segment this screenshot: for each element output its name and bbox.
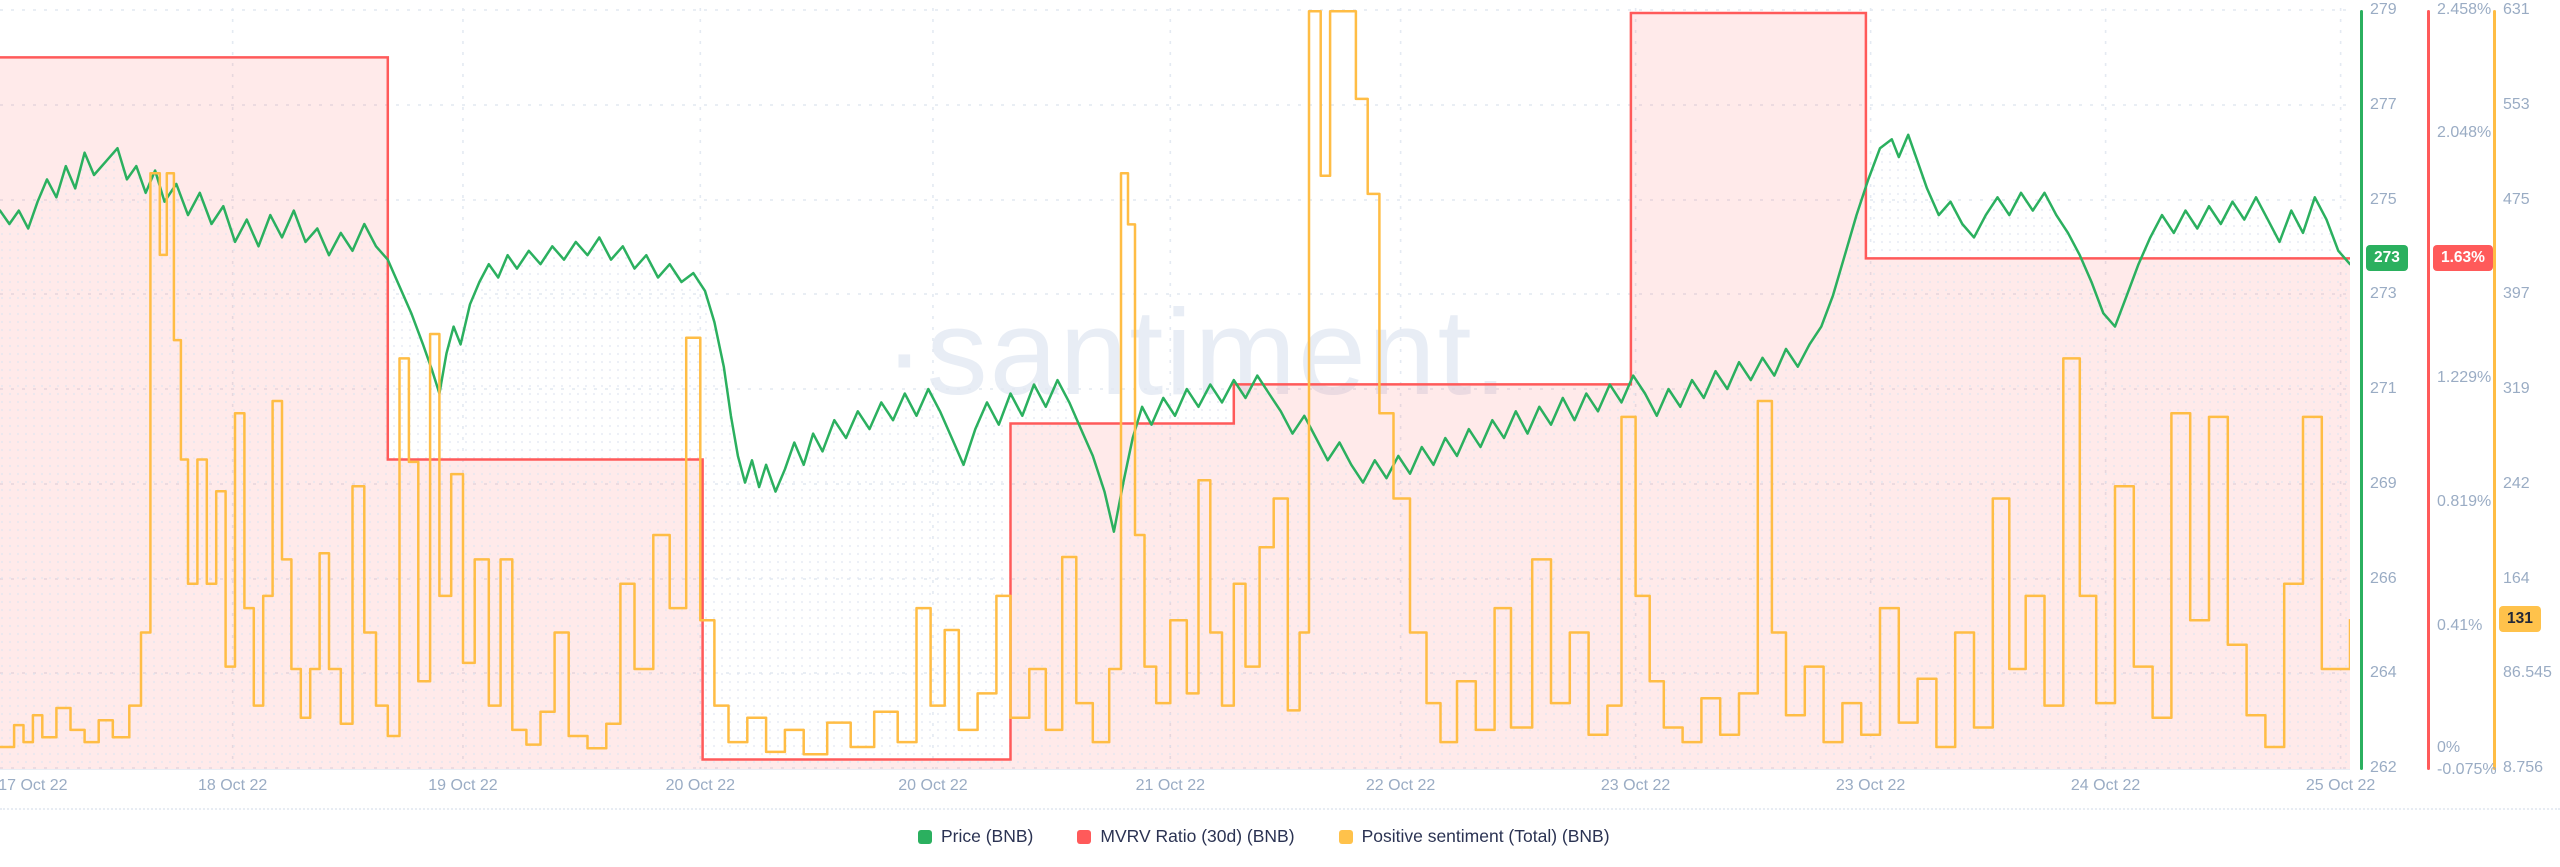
x-axis-date-label: 22 Oct 22 xyxy=(1365,777,1436,794)
sentiment-axis-tick: 242 xyxy=(2503,475,2530,492)
mvrv-axis-tick: 0% xyxy=(2437,739,2461,756)
sentiment-axis-tick: 553 xyxy=(2503,96,2530,113)
x-axis-date-label: 23 Oct 22 xyxy=(1600,777,1671,794)
legend-item-mvrv[interactable]: MVRV Ratio (30d) (BNB) xyxy=(1077,826,1295,847)
sentiment-axis-tick: 631 xyxy=(2503,1,2530,18)
x-axis-date-label: 19 Oct 22 xyxy=(428,777,498,794)
price-current-badge: 273 xyxy=(2366,245,2408,271)
price-legend-swatch-icon xyxy=(918,829,932,844)
sentiment-line xyxy=(0,9,2350,756)
mvrv-axis-tick: 2.048% xyxy=(2437,124,2492,141)
sentiment-axis-tick: 164 xyxy=(2503,570,2530,587)
x-axis-date-label: 17 Oct 22 xyxy=(0,777,68,794)
mvrv-axis-line[interactable] xyxy=(2427,10,2430,770)
legend-label-price: Price (BNB) xyxy=(941,826,1034,846)
price-axis-tick: 275 xyxy=(2370,191,2397,208)
legend-label-sentiment: Positive sentiment (Total) (BNB) xyxy=(1361,826,1610,846)
x-axis-date-label: 18 Oct 22 xyxy=(197,777,268,794)
mvrv-axis-tick: 2.458% xyxy=(2437,1,2492,18)
x-axis-date-label: 23 Oct 22 xyxy=(1835,777,1906,794)
sentiment-current-badge: 131 xyxy=(2499,606,2541,632)
price-axis-tick: 273 xyxy=(2370,285,2397,302)
price-axis-tick: 279 xyxy=(2370,1,2397,18)
price-line xyxy=(0,133,2350,533)
price-axis-tick: 264 xyxy=(2370,664,2397,681)
chart-legend: Price (BNB) MVRV Ratio (30d) (BNB) Posit… xyxy=(918,826,1610,847)
legend-item-price[interactable]: Price (BNB) xyxy=(918,826,1033,847)
santiment-watermark: ·santiment. xyxy=(884,284,1510,420)
x-axis-date-label: 21 Oct 22 xyxy=(1135,777,1205,794)
price-area-dots xyxy=(0,134,2350,771)
sentiment-axis-tick: 475 xyxy=(2503,191,2530,208)
mvrv-axis-tick: 0.41% xyxy=(2437,617,2483,634)
mvrv-current-badge: 1.63% xyxy=(2433,245,2493,271)
price-axis-tick: 269 xyxy=(2370,475,2397,492)
legend-item-sentiment[interactable]: Positive sentiment (Total) (BNB) xyxy=(1338,826,1610,847)
plot-bottom-border xyxy=(0,769,2350,770)
price-mvrv-sentiment-chart-canvas[interactable] xyxy=(0,0,2350,772)
price-axis-line[interactable] xyxy=(2360,10,2363,770)
x-axis-date-label: 24 Oct 22 xyxy=(2070,777,2141,794)
mvrv-axis-tick: 1.229% xyxy=(2437,369,2492,386)
mvrv-axis-tick: -0.075% xyxy=(2437,761,2497,778)
x-axis-date-label: 20 Oct 22 xyxy=(665,777,735,794)
mvrv-legend-swatch-icon xyxy=(1077,829,1092,844)
sentiment-axis-line[interactable] xyxy=(2493,10,2496,770)
mvrv-axis-tick: 0.819% xyxy=(2437,493,2492,510)
price-axis-tick: 266 xyxy=(2370,570,2397,587)
price-axis-tick: 277 xyxy=(2370,96,2397,113)
sentiment-axis-tick: 319 xyxy=(2503,380,2530,397)
footer-divider xyxy=(0,808,2560,810)
sentiment-axis-tick: 397 xyxy=(2503,285,2530,302)
sentiment-axis-tick: 86.545 xyxy=(2503,664,2552,681)
x-axis-date-label: 20 Oct 22 xyxy=(898,777,968,794)
x-axis-date-label: 25 Oct 22 xyxy=(2305,777,2376,794)
legend-label-mvrv: MVRV Ratio (30d) (BNB) xyxy=(1100,826,1295,846)
price-axis-tick: 262 xyxy=(2370,759,2397,776)
sentiment-legend-swatch-icon xyxy=(1338,829,1353,844)
price-axis-tick: 271 xyxy=(2370,380,2397,397)
sentiment-axis-tick: 8.756 xyxy=(2503,759,2544,776)
